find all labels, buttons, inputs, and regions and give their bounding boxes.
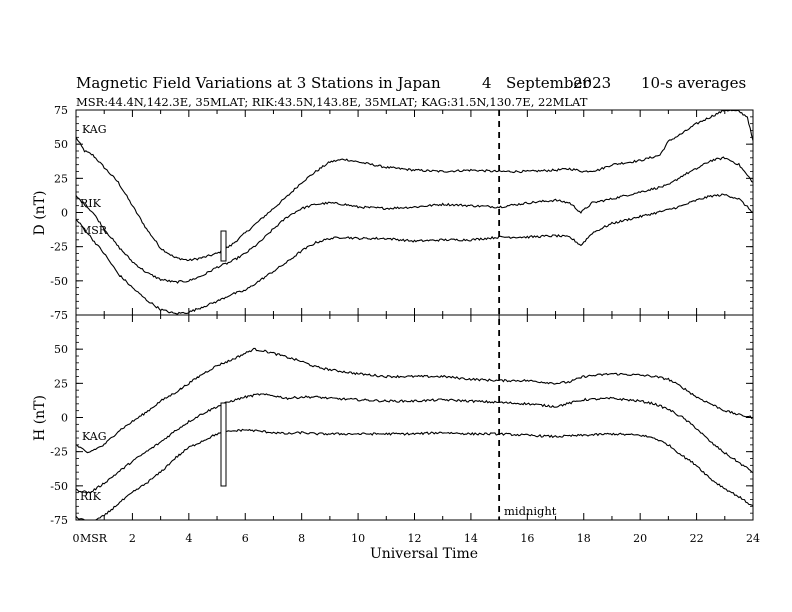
d-ytick-label: 75 <box>54 104 68 117</box>
d-ytick-label: 50 <box>54 138 68 151</box>
date-year: 2023 <box>573 74 611 92</box>
averaging-label: 10-s averages <box>641 74 746 92</box>
series-d-msr <box>75 193 753 315</box>
x-tick-label: 2 <box>129 532 136 545</box>
h-panel-series <box>75 347 754 521</box>
x-tick-label: 8 <box>298 532 305 545</box>
h-ytick-label: -25 <box>50 446 68 459</box>
x-tick-label: 4 <box>185 532 192 545</box>
station-label-kag: KAG <box>82 123 107 136</box>
data-artifacts <box>220 230 227 487</box>
x-tick-label: 6 <box>242 532 249 545</box>
series-h-msr <box>75 428 754 521</box>
x-tick-label: 24 <box>746 532 760 545</box>
chart-title: Magnetic Field Variations at 3 Stations … <box>76 74 441 92</box>
h-axis-label: H (nT) <box>32 395 48 441</box>
x-tick-label: 20 <box>633 532 647 545</box>
station-label-rik: RIK <box>80 490 102 503</box>
h-ytick-label: 0 <box>61 412 68 425</box>
series-d-kag <box>75 109 754 262</box>
d-axis-label: D (nT) <box>32 191 48 236</box>
station-label-kag: KAG <box>82 430 107 443</box>
d-ytick-label: 25 <box>54 172 68 185</box>
d-ytick-label: -25 <box>50 241 68 254</box>
d-data-gap <box>220 230 227 262</box>
h-panel-frame <box>75 314 754 521</box>
d-ytick-label: -75 <box>50 309 68 322</box>
d-panel-series <box>75 109 754 315</box>
series-d-rik <box>75 156 754 284</box>
date-month: September <box>506 74 590 92</box>
h-ytick-label: 50 <box>54 343 68 356</box>
d-panel-frame <box>75 109 754 316</box>
h-panel-ticks: 50 25 0 -25 -50 -75 <box>50 314 754 527</box>
date-day: 4 <box>482 74 492 92</box>
x-tick-label: 10 <box>351 532 365 545</box>
d-panel-ticks: 75 50 25 0 -25 -50 -75 <box>50 104 754 322</box>
d-ytick-label: 0 <box>61 207 68 220</box>
x-axis-label: Universal Time <box>370 546 478 562</box>
x-axis-ticks: 0 2 4 6 8 10 12 14 16 18 20 22 24 <box>73 532 761 545</box>
d-ytick-label: -50 <box>50 275 68 288</box>
series-h-rik <box>75 393 754 494</box>
station-label-msr: MSR <box>80 532 108 545</box>
x-tick-label: 12 <box>408 532 422 545</box>
x-tick-label: 0 <box>73 532 80 545</box>
midnight-label: midnight <box>504 504 557 518</box>
series-h-kag <box>75 347 754 454</box>
station-label-rik: RIK <box>80 197 102 210</box>
h-ytick-label: -50 <box>50 480 68 493</box>
x-tick-label: 14 <box>464 532 478 545</box>
x-tick-label: 22 <box>690 532 704 545</box>
h-data-gap <box>220 402 227 487</box>
stations-info: MSR:44.4N,142.3E, 35MLAT; RIK:43.5N,143.… <box>76 95 588 109</box>
x-tick-label: 16 <box>520 532 534 545</box>
h-ytick-label: -75 <box>50 514 68 527</box>
station-labels: KAG RIK MSR KAG RIK MSR <box>80 123 108 545</box>
station-label-msr: MSR <box>80 224 108 237</box>
h-ytick-label: 25 <box>54 377 68 390</box>
x-tick-label: 18 <box>577 532 591 545</box>
